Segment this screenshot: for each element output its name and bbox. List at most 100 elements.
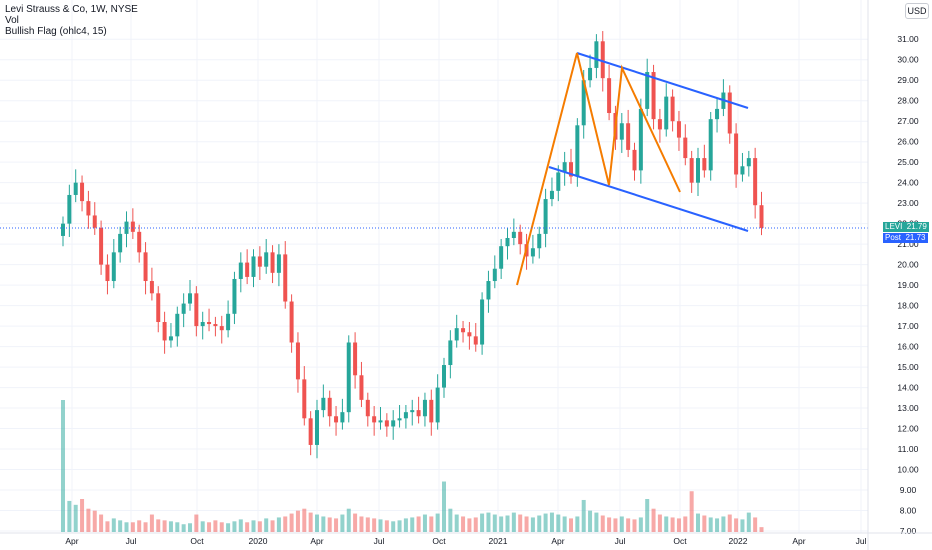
volume-bar	[168, 521, 173, 532]
candle-body	[397, 418, 402, 421]
candle-body	[702, 158, 707, 171]
volume-bar	[543, 513, 548, 532]
currency-button[interactable]: USD	[905, 3, 929, 19]
candle-body	[61, 223, 65, 236]
volume-bar	[518, 514, 523, 532]
candle-body	[156, 293, 161, 323]
candle-body	[143, 252, 148, 282]
volume-bar	[626, 518, 631, 532]
symbol-title[interactable]: Levi Strauss & Co, 1W, NYSE	[5, 4, 138, 15]
symbol-label: LEVI	[885, 221, 903, 231]
volume-bar	[238, 519, 243, 532]
price-tick-label: 21.00	[897, 239, 919, 249]
candle-body	[67, 194, 72, 224]
volume-bar	[365, 517, 370, 532]
volume-bar	[61, 400, 65, 532]
time-tick-label: Apr	[792, 536, 805, 546]
volume-bar	[181, 524, 186, 532]
last-price-tag: LEVI 21.79	[883, 221, 929, 232]
candle-body	[696, 158, 700, 183]
volume-bar	[264, 518, 269, 532]
last-price-value: 21.79	[906, 221, 927, 231]
volume-bar	[638, 517, 643, 532]
candle-body	[626, 123, 631, 150]
volume-bar	[600, 515, 605, 532]
volume-bar	[670, 517, 675, 532]
volume-bar	[334, 518, 339, 532]
volume-bar	[251, 520, 256, 532]
candle-body	[486, 281, 491, 300]
candle-body	[315, 410, 319, 445]
candle-body	[200, 322, 205, 327]
price-tick-label: 16.00	[897, 342, 919, 352]
volume-bar	[473, 517, 478, 532]
price-tick-label: 27.00	[897, 116, 919, 126]
volume-bar	[276, 517, 281, 532]
price-tick-label: 10.00	[897, 465, 919, 475]
candle-body	[238, 262, 243, 279]
grid-lines	[0, 0, 868, 533]
time-tick-label: Apr	[310, 536, 323, 546]
volume-bar	[219, 522, 224, 532]
candle-body	[651, 72, 656, 120]
volume-bar	[721, 516, 726, 532]
chart-legend: Levi Strauss & Co, 1W, NYSE Vol Bullish …	[5, 4, 138, 37]
price-axis[interactable]: 7.00 8.00 9.00 10.00 11.00 12.00 13.00 14.00 15.…	[867, 0, 919, 550]
volume-bar	[188, 523, 192, 532]
candle-body	[683, 137, 688, 159]
volume-bar	[486, 512, 491, 532]
candle-body	[734, 133, 739, 175]
volume-bar	[67, 500, 72, 532]
bullish-flag-indicator-label[interactable]: Bullish Flag (ohlc4, 15)	[5, 26, 107, 37]
volume-bar	[632, 519, 637, 532]
volume-bar	[308, 512, 313, 532]
volume-bar	[283, 516, 288, 532]
candle-body	[454, 328, 459, 341]
candle-body	[219, 326, 224, 331]
price-tick-label: 19.00	[897, 280, 919, 290]
candle-body	[746, 158, 751, 167]
candle-body	[188, 293, 192, 304]
candle-body	[162, 322, 167, 341]
price-tick-label: 18.00	[897, 301, 919, 311]
volume-bar	[575, 516, 580, 532]
candle-body	[429, 399, 434, 423]
price-tick-label: 28.00	[897, 96, 919, 106]
candle-body	[588, 67, 593, 81]
candle-body	[99, 227, 104, 265]
volume-bar	[696, 513, 700, 532]
volume-bar	[727, 514, 732, 532]
volume-bar	[664, 516, 669, 532]
volume-bar	[581, 499, 586, 532]
time-axis[interactable]: Apr Jul Oct 2020 Apr Jul Oct 2021 Apr Jul Oct 2022 A…	[0, 532, 932, 546]
candle-body	[346, 342, 351, 413]
candle-body	[175, 313, 180, 337]
volume-bar	[410, 517, 415, 532]
candle-body	[321, 397, 326, 411]
volume-indicator-label[interactable]: Vol	[5, 15, 19, 26]
candle-body	[226, 313, 231, 331]
candle-body	[511, 231, 516, 238]
volume-bar	[422, 514, 427, 532]
price-tick-label: 25.00	[897, 157, 919, 167]
price-tick-label: 7.00	[900, 526, 917, 536]
price-tick-label: 11.00	[898, 444, 919, 454]
volume-bar	[359, 516, 364, 532]
volume-bar	[683, 516, 688, 532]
candle-body	[264, 252, 269, 267]
pattern-lines	[516, 52, 749, 286]
volume-bar	[232, 521, 237, 532]
candle-body	[543, 199, 548, 234]
price-tick-label: 13.00	[897, 403, 919, 413]
candle-body	[137, 231, 142, 253]
time-tick-label: 2022	[729, 536, 748, 546]
candle-body	[759, 205, 764, 228]
candle-body	[442, 365, 446, 388]
volume-bar	[257, 521, 262, 532]
candle-body	[518, 231, 523, 245]
price-tick-label: 31.00	[897, 34, 919, 44]
candle-body	[435, 387, 440, 423]
volume-bar	[289, 513, 294, 532]
volume-bar	[372, 518, 377, 532]
